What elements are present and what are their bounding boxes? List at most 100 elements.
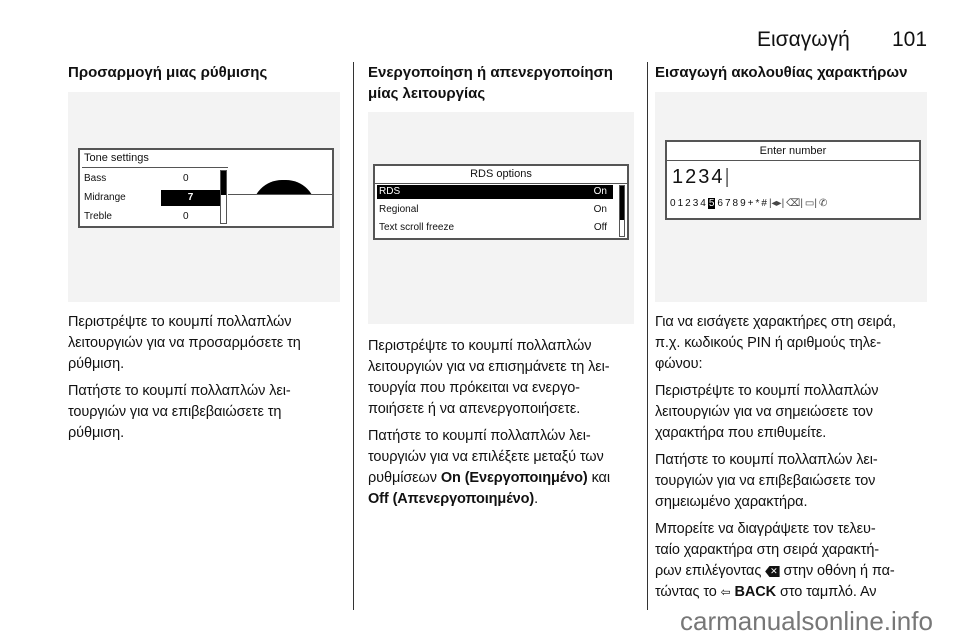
char-key[interactable]: 9 [740,198,746,209]
char-key[interactable]: 1 [677,198,684,209]
row-value: 0 [183,173,189,184]
text-line: λειτουργιών για να προσαρμόσετε τη [68,335,301,351]
divider [667,160,919,161]
enter-number-screen: Enter number 1234| 0 1 2 3 4 5 6 7 8 9 + * # |◂▸| ⌫| ▭|… [665,140,921,220]
char-key[interactable]: 3 [692,198,699,209]
entry-value: 1234 [672,166,725,188]
tone-row-treble[interactable]: Treble 0 [82,208,222,227]
text-line: Μπορείτε να διαγράψετε τον τελευ- [655,521,876,537]
on-option-label: On (Ενεργοποιημένο) [440,470,588,486]
row-label: Regional [379,204,419,215]
row-label: RDS [379,186,401,197]
row-value: On [593,204,607,215]
text-line: τουργιών για να επιβεβαιώσετε τη [68,404,282,420]
char-key[interactable]: 0 [670,198,676,209]
delete-char-icon[interactable]: ⌫| [786,198,803,209]
text-line: τουργία που πρόκειται να ενεργο- [368,380,580,396]
text-line: στο ταμπλό. Αν [776,584,877,600]
text-line: Πατήστε το κουμπί πολλαπλών λει- [655,452,878,468]
title-line: Ενεργοποίηση ή απενεργοποίηση [368,64,613,81]
text-line: τώντας το [655,584,721,600]
text-line: ρύθμιση. [68,356,125,372]
page-number: 101 [892,28,928,51]
text-line: ποιήσετε ή να απενεργοποιήσετε. [368,401,581,417]
regional-row[interactable]: Regional On [377,203,613,217]
text-line: φώνου: [655,356,703,372]
tone-row-midrange[interactable]: Midrange 7 [82,189,222,208]
text-line: ρυθμίσεων [368,470,441,486]
watermark: carmanualsonline.info [680,606,933,636]
enter-number-image: Enter number 1234| 0 1 2 3 4 5 6 7 8 9 + * # |◂▸| ⌫| ▭|… [655,92,927,302]
text-line: λειτουργιών για να επισημάνετε τη λει- [368,359,610,375]
text-cursor: | [724,166,732,188]
column-title: Ενεργοποίηση ή απενεργοποίηση μίας λειτου… [368,62,634,104]
number-entry-field[interactable]: 1234| [672,166,732,189]
column-enter-sequence: Εισαγωγή ακολουθίας χαρακτήρων Enter num… [655,62,927,609]
column-adjust-setting: Προσαρμογή μιας ρύθμισης Tone settings B… [68,62,340,450]
row-label: Treble [84,211,112,222]
text-line: π.χ. κωδικούς PIN ή αριθμούς τηλε- [655,335,881,351]
char-key[interactable]: 7 [724,198,731,209]
char-key[interactable]: 6 [717,198,723,209]
char-key[interactable]: 8 [732,198,739,209]
text-line: . [534,491,539,507]
row-value: 0 [183,211,189,222]
text-line: τουργιών για να επιλέξετε μεταξύ των [368,449,604,465]
rds-options-screen: RDS options RDS On Regional On Text scroll… [373,164,629,240]
text-line: στην οθόνη ή πα- [779,563,895,579]
phonebook-icon[interactable]: ▭| [804,198,817,209]
body-text: Περιστρέψτε το κουμπί πολλαπλών λειτουργι… [68,312,340,444]
body-text: Περιστρέψτε το κουμπί πολλαπλών λειτουργι… [368,336,634,510]
cursor-move-icon[interactable]: |◂▸| [768,198,785,209]
text-scroll-freeze-row[interactable]: Text scroll freeze Off [377,221,613,235]
screen-title: Enter number [759,145,827,157]
column-divider [647,62,648,610]
tone-settings-image: Tone settings Bass 0 Midrange 7 Treble 0 [68,92,340,302]
row-label: Midrange [84,192,126,203]
character-selector: 0 1 2 3 4 5 6 7 8 9 + * # |◂▸| ⌫| ▭| ✆ [670,198,827,209]
back-button-label: BACK [734,584,777,600]
tone-list: Bass 0 Midrange 7 Treble 0 [82,170,222,227]
text-line: ρύθμιση. [68,425,125,441]
text-line: Για να εισάγετε χαρακτήρες στη σειρά, [655,314,896,330]
title-line: Προσαρμογή μιας ρύθμισης [68,64,268,81]
back-arrow-icon: ⇦ [720,585,731,599]
row-value: 7 [161,190,220,206]
eq-baseline [228,194,332,195]
char-key[interactable]: # [761,198,767,209]
row-label: Bass [84,173,107,184]
section-title: Εισαγωγή [757,28,850,51]
backspace-icon: ✕ [765,566,780,577]
divider [375,183,627,184]
char-key[interactable]: + [747,198,754,209]
char-key[interactable]: * [755,198,760,209]
scrollbar[interactable] [220,170,227,224]
char-key[interactable]: 4 [700,198,706,209]
rds-options-image: RDS options RDS On Regional On Text scroll… [368,112,634,324]
column-divider [353,62,354,610]
text-line: ταίο χαρακτήρα στη σειρά χαρακτή- [655,542,880,558]
tone-row-bass[interactable]: Bass 0 [82,170,222,189]
text-line: χαρακτήρα που επιθυμείτε. [655,425,827,441]
title-line: μίας λειτουργίας [368,85,486,102]
column-title: Προσαρμογή μιας ρύθμισης [68,62,340,83]
eq-curve [252,180,316,194]
char-key[interactable]: 2 [685,198,691,209]
text-line: λειτουργιών για να σημειώσετε τον [655,404,873,420]
char-key[interactable]: 5 [707,198,716,209]
rds-row[interactable]: RDS On [377,185,613,199]
body-text: Για να εισάγετε χαρακτήρες στη σειρά, π.χ… [655,312,927,603]
scrollbar[interactable] [619,185,625,237]
text-line: ρων επιλέγοντας [655,563,766,579]
column-title: Εισαγωγή ακολουθίας χαρακτήρων [655,62,927,83]
row-label: Text scroll freeze [379,222,455,233]
text-line: τουργιών για να επιβεβαιώσετε τον [655,473,876,489]
screen-title: RDS options [470,168,532,180]
screen-title: Tone settings [84,152,149,164]
call-icon[interactable]: ✆ [818,198,828,209]
text-line: και [587,470,610,486]
row-value: Off [593,222,607,233]
text-line: Πατήστε το κουμπί πολλαπλών λει- [368,428,591,444]
title-line: Εισαγωγή ακολουθίας χαρακτήρων [655,64,908,81]
row-value: On [593,186,607,197]
